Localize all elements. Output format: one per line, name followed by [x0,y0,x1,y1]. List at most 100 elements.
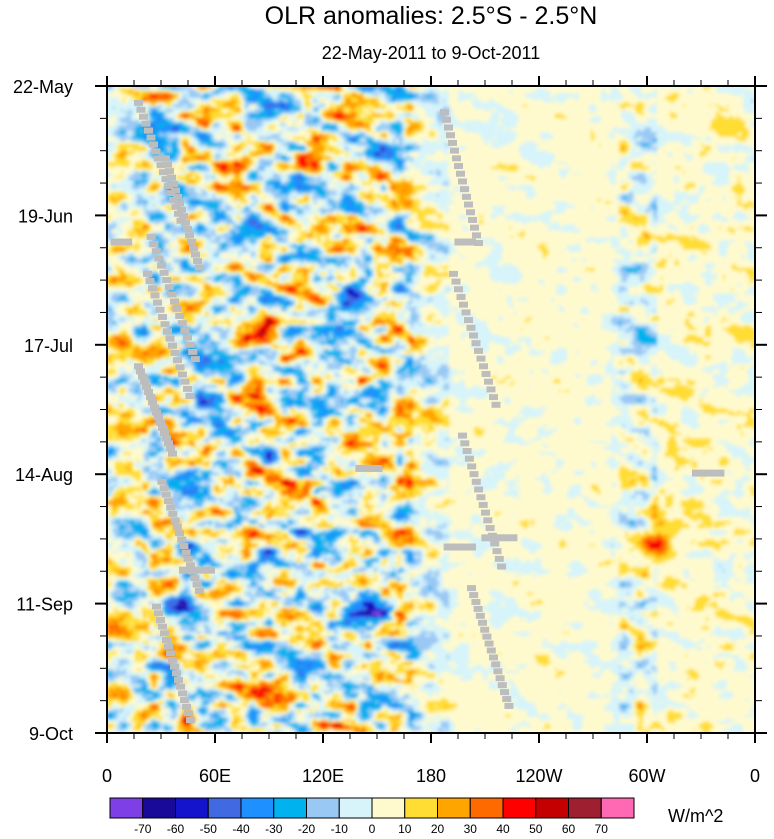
missing-data-cell [448,139,457,146]
missing-data-cell [484,640,494,647]
missing-data-cell [504,702,514,709]
missing-data-cell [173,193,182,200]
colorbar-tick-label: 70 [595,822,609,834]
missing-data-cell [150,404,159,411]
missing-data-cell [186,562,195,569]
missing-data-cell [464,317,473,324]
colorbar-tick-label: 0 [369,822,376,834]
missing-data-cell [494,555,504,562]
missing-data-cell [188,348,198,355]
missing-data-cell [493,668,503,675]
missing-data-cell [460,440,470,447]
missing-data-cell [461,309,471,316]
missing-data-cell [173,357,182,364]
colorbar-swatch [600,797,635,819]
colorbar-units-label: W/m^2 [668,806,723,826]
missing-data-cell [472,232,481,239]
colorbar-swatch [535,797,569,819]
missing-data-cell [172,305,182,312]
missing-data-cell [156,419,165,426]
missing-data-cell [168,450,177,457]
missing-data-cell [464,455,474,462]
missing-data-cell [146,394,155,401]
missing-data-cell [144,127,153,134]
y-tick-label: 19-Jun [18,206,73,226]
missing-data-cell [454,163,463,170]
missing-data-cell [497,682,507,689]
missing-data-cell [158,424,167,431]
missing-data-cell [456,293,466,300]
y-tick-label: 22-May [13,77,73,97]
colorbar-tick-label: 20 [431,822,445,834]
missing-data-cell [172,523,182,530]
x-axis: 0 60E 120E 180 120W 60W 0 [102,76,760,786]
colorbar: -70 -60 -50 -40 -30 -20 -10 0 10 20 30 40 50 60 70 [109,797,635,836]
missing-data-cell [170,298,179,305]
missing-data-cell [476,494,486,501]
missing-data-cell [154,155,163,162]
missing-data-cell [183,555,193,562]
missing-data-cell [157,262,166,269]
colorbar-swatch [142,797,176,819]
missing-data-cell [180,697,189,704]
missing-data-cell [152,409,161,416]
missing-data-cell [148,399,157,406]
missing-data-cell [456,170,465,177]
colorbar-swatch [240,797,275,819]
missing-data-cell [164,440,173,447]
missing-data-cell [153,299,162,306]
missing-data-cell [191,251,200,258]
missing-data-cell [168,342,177,349]
missing-data-cell [152,603,161,610]
colorbar-tick-label: 40 [496,822,510,834]
missing-data-cell [134,99,143,106]
missing-data-cell [159,269,169,276]
missing-data-cell [190,575,200,582]
missing-data-cell [162,435,171,442]
missing-data-cell [170,663,179,670]
missing-data-cell [177,206,186,213]
missing-data-cell [181,219,190,226]
missing-data-cell [485,525,495,532]
missing-data-cell [150,292,160,299]
missing-data-cell [181,549,191,556]
missing-data-cell [143,270,152,277]
missing-data-cell [495,675,505,682]
y-tick-label: 11-Sep [16,595,73,615]
missing-data-cell [141,120,151,127]
missing-data-cell [149,241,159,248]
missing-data-cell [458,432,467,439]
missing-data-cell [474,347,483,354]
missing-data-cell [136,106,146,113]
missing-data-cell [161,155,170,162]
colorbar-tick-label: 10 [398,822,412,834]
missing-data-cell [480,626,490,633]
missing-data-cell [168,510,178,517]
missing-data-cell [159,485,169,492]
missing-data-cell [491,661,501,668]
missing-data-cell [186,717,195,724]
missing-data-cell [474,240,483,247]
missing-data-cell [166,445,175,452]
missing-data-cell [483,517,493,524]
missing-data-cell [190,356,200,363]
x-tick-label: 0 [102,766,112,786]
missing-data-cell [182,703,191,710]
missing-data-cell [458,178,467,185]
missing-data-cell [144,388,153,395]
missing-data-cell [193,258,202,265]
missing-data-cell [168,657,177,664]
missing-data-cell [460,186,469,193]
x-tick-label: 60W [628,766,665,786]
missing-data-cell [462,193,471,200]
missing-data-cell [156,162,166,169]
x-tick-label: 120W [515,766,562,786]
missing-data-cell [469,592,479,599]
missing-data-cell [162,636,171,643]
missing-data-cell [473,605,483,612]
missing-data-cell [164,643,173,650]
missing-data-cell [174,210,183,217]
missing-data-cell [165,168,174,175]
colorbar-swatch [175,797,209,819]
missing-data-cell [474,486,484,493]
